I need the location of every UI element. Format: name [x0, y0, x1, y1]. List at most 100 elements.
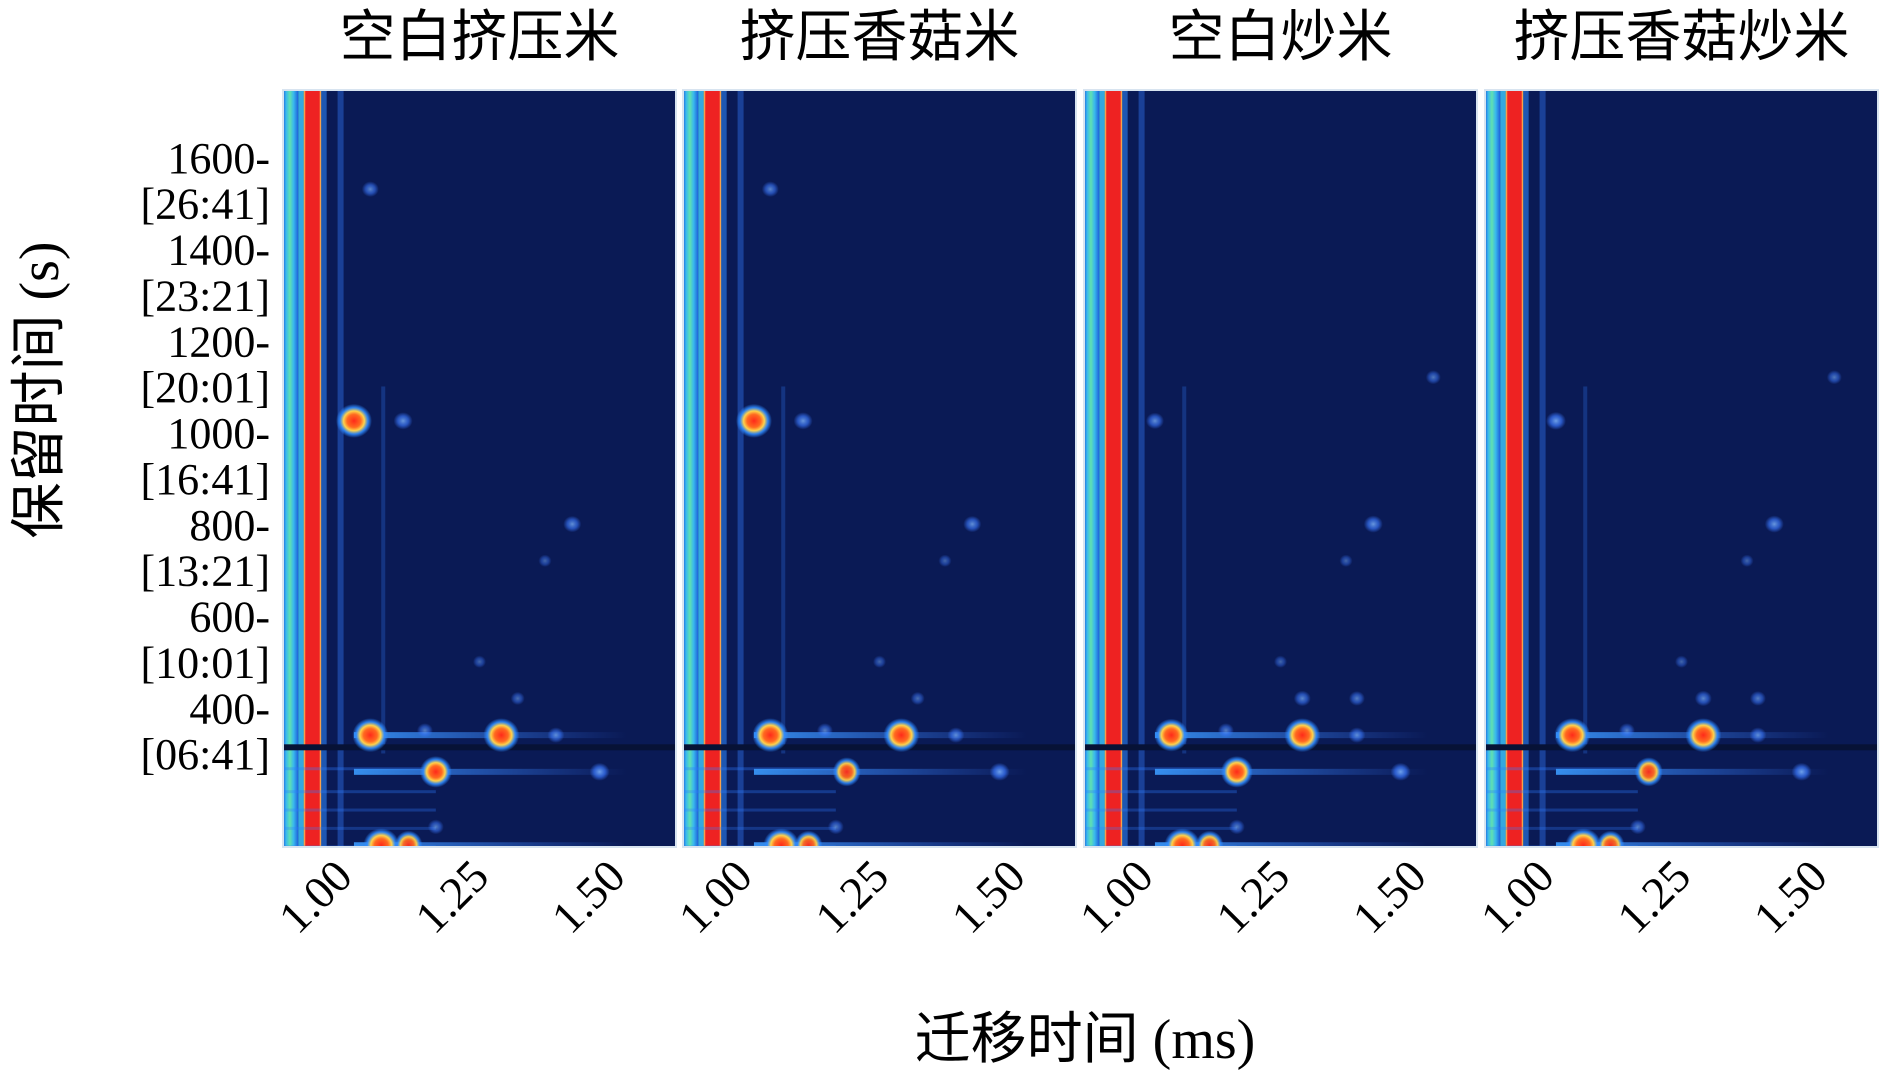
band-region: [1485, 90, 1501, 847]
heatmap-spot: [827, 819, 844, 835]
noise-line: [1485, 767, 1638, 771]
diffusion-tail: [1555, 842, 1829, 847]
vertical-tail: [737, 90, 744, 847]
panel-4: [1484, 89, 1879, 906]
heatmap-spot: [1634, 757, 1663, 787]
y-tick-label: 1200-: [167, 317, 270, 366]
heatmap-spot: [1545, 411, 1566, 430]
vertical-tail: [1182, 386, 1187, 754]
heatmap-spot: [378, 877, 406, 906]
y-tick-label: [10:01]: [140, 638, 270, 687]
y-tick-label: [06:41]: [140, 730, 270, 779]
y-tick-label: 1600-: [167, 134, 270, 183]
diffusion-tail: [753, 768, 1027, 775]
vertical-tail: [337, 90, 344, 847]
rip-column: [703, 90, 722, 847]
rip-shadow: [721, 90, 727, 847]
band-edge: [1500, 90, 1506, 847]
panel-border: [682, 89, 1077, 848]
panel-border: [1083, 89, 1478, 848]
y-axis-label: 保留时间 (s): [9, 241, 71, 538]
x-tick-label: 1.50: [942, 850, 1035, 943]
heatmap-spot: [419, 756, 452, 788]
y-tick-label: 600-: [189, 593, 270, 642]
x-tick-label: 1.00: [269, 850, 362, 943]
y-tick-label: [26:41]: [140, 180, 270, 229]
y-tick-label: 1400-: [167, 226, 270, 275]
heatmap-spot: [1228, 819, 1245, 835]
x-tick-label: 1.25: [1607, 850, 1700, 943]
x-tick-label: 1.25: [405, 850, 498, 943]
heatmap-spot: [1390, 762, 1411, 781]
heatmap-spot: [1764, 515, 1784, 533]
heatmap-spot: [427, 819, 444, 835]
noise-line: [1485, 861, 1638, 864]
y-tick-label: 400-: [189, 684, 270, 733]
rip-shadow: [1122, 90, 1128, 847]
heatmap-spot: [778, 877, 806, 906]
noise-line: [283, 808, 436, 812]
vertical-tail: [781, 386, 786, 754]
heatmap-spot: [473, 655, 486, 668]
heatmap-spot: [873, 655, 886, 668]
x-tick-label: 1.50: [1343, 850, 1436, 943]
y-axis: 1600-[26:41]1400-[23:21]1200-[20:01]1000…: [140, 134, 270, 779]
panel-1: [282, 89, 677, 906]
heatmap-spot: [1217, 723, 1234, 738]
diffusion-tail: [353, 842, 627, 847]
band-region: [1084, 90, 1100, 847]
heatmap-spot: [1565, 828, 1602, 847]
heatmap-spot: [1694, 690, 1712, 707]
heatmap-spot: [1179, 877, 1207, 906]
seam: [1485, 744, 1878, 751]
heatmap-spot: [1284, 718, 1321, 753]
noise-line: [683, 861, 836, 864]
noise-line: [683, 790, 836, 794]
heatmap-spot: [352, 718, 389, 753]
heatmap-spot: [563, 515, 582, 533]
heatmap-spot: [416, 723, 433, 738]
heatmap-spot: [589, 762, 610, 781]
noise-line: [283, 861, 436, 864]
heatmap-spot: [394, 830, 423, 847]
heatmap-spot: [1596, 830, 1625, 847]
band-edge: [298, 90, 304, 847]
heatmap-spot: [1618, 723, 1635, 738]
noise-line: [283, 767, 436, 771]
panel-border: [1484, 89, 1879, 848]
rip-column: [303, 90, 322, 847]
diffusion-tail: [353, 768, 627, 775]
rip-column: [1505, 90, 1524, 847]
heatmap-spot: [1675, 655, 1688, 668]
heatmap-spot: [510, 691, 525, 706]
heatmap-spot: [735, 403, 772, 438]
heatmap-spot: [1425, 370, 1441, 385]
diffusion-tail: [1555, 768, 1829, 775]
band-edge: [698, 90, 704, 847]
x-axis: 1.00 1.25 1.50 1.00 1.25 1.50 1.00 1.25 1.50 1.00…: [269, 850, 1837, 943]
y-tick-label: 800-: [189, 501, 270, 550]
panel-3: [1083, 89, 1478, 906]
heatmap-spot: [1164, 828, 1201, 847]
rip-shadow: [321, 90, 327, 847]
x-tick-label: 1.00: [1070, 850, 1163, 943]
seam: [1084, 744, 1477, 751]
heatmap-spot: [794, 830, 823, 847]
heatmap-spot: [938, 554, 952, 567]
x-tick-label: 1.25: [1206, 850, 1299, 943]
y-tick-label: [23:21]: [140, 271, 270, 320]
x-tick-label: 1.50: [1744, 850, 1837, 943]
vertical-tail: [1583, 386, 1588, 754]
heatmap-spot: [832, 757, 861, 787]
seam: [683, 744, 1076, 751]
panel-background: [683, 90, 1076, 847]
noise-line: [1084, 826, 1237, 830]
noise-line: [1485, 808, 1638, 812]
band-region: [283, 90, 299, 847]
heatmap-spot: [1580, 877, 1608, 906]
heatmap-spot: [883, 718, 920, 753]
heatmap-spot: [963, 515, 982, 533]
heatmap-spot: [363, 828, 400, 847]
heatmap-spot: [483, 718, 520, 753]
